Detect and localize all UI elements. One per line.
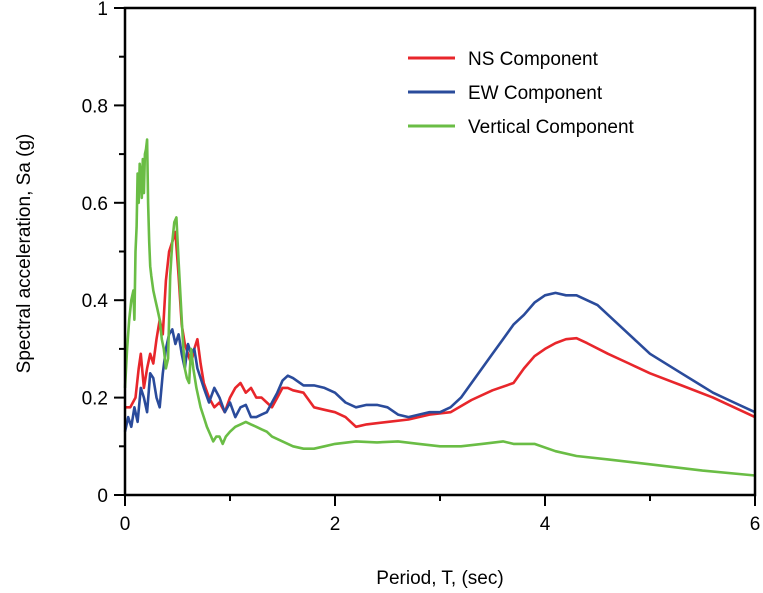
x-axis-label: Period, T, (sec) — [376, 568, 503, 589]
y-tick-label: 0.4 — [82, 291, 109, 312]
x-tick-label: 2 — [330, 514, 341, 535]
x-tick-label: 4 — [540, 514, 551, 535]
y-tick-label: 0.8 — [82, 96, 108, 117]
legend-label-1: EW Component — [468, 83, 603, 104]
y-tick-label: 0 — [97, 486, 108, 507]
series-line-2 — [123, 138, 756, 477]
plot-area-frame — [123, 6, 757, 497]
y-axis-label: Spectral acceleration, Sa (g) — [14, 134, 35, 374]
series-line-1 — [123, 291, 756, 432]
axis-ticks — [114, 7, 756, 506]
legend: NS Component EW Component Vertical Compone… — [408, 49, 635, 138]
legend-label-2: Vertical Component — [468, 117, 635, 138]
x-tick-label: 0 — [120, 514, 131, 535]
legend-label-0: NS Component — [468, 49, 599, 70]
series-layer — [123, 138, 756, 477]
axis-tick-labels: 0 2 4 6 0 0.2 0.4 0.6 0.8 1 — [82, 0, 761, 535]
y-tick-label: 1 — [97, 0, 108, 20]
y-tick-label: 0.6 — [82, 194, 108, 215]
y-tick-label: 0.2 — [82, 389, 108, 410]
series-line-0 — [125, 230, 756, 429]
x-tick-label: 6 — [750, 514, 761, 535]
